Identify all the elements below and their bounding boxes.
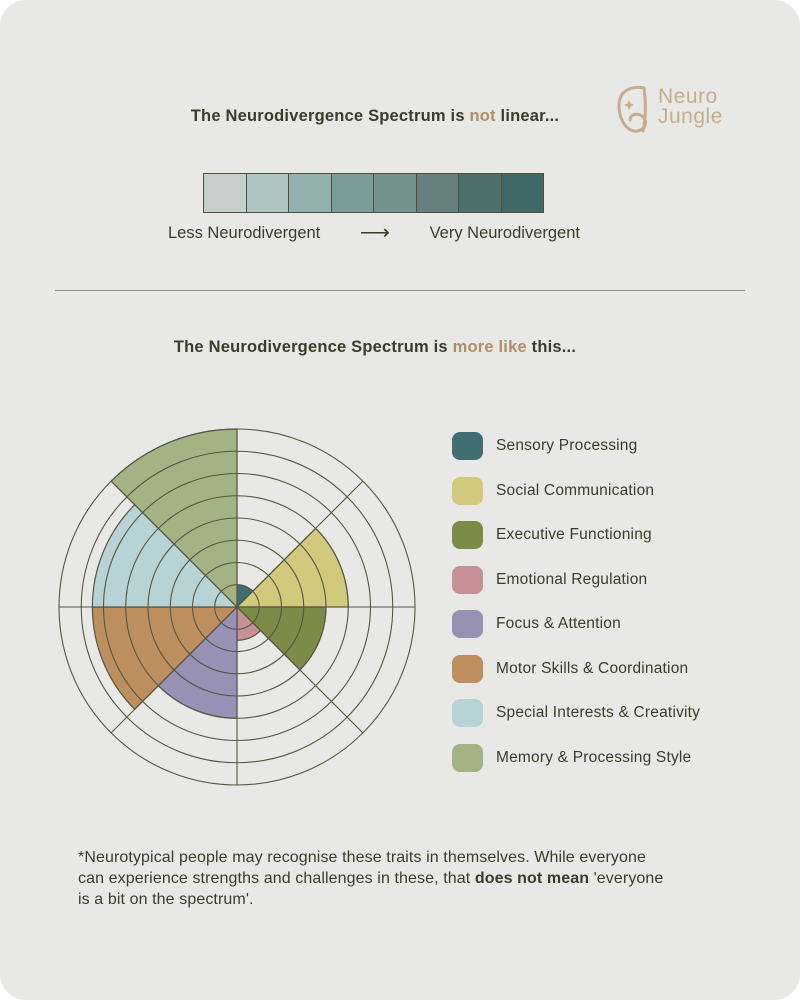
title-text: linear... — [495, 107, 560, 125]
gecko-sparkle-glyph — [624, 100, 634, 110]
legend-color-swatch — [452, 565, 483, 594]
legend-color-swatch — [452, 476, 483, 505]
footnote-line-1: *Neurotypical people may recognise these… — [78, 849, 646, 866]
neurodivergence-polar-chart — [58, 428, 416, 786]
legend-item-executive-functioning: Executive Functioning — [452, 521, 700, 549]
spectrum-bar-labels: Less Neurodivergent ⟶ Very Neurodivergen… — [168, 220, 580, 244]
legend-color-swatch — [452, 521, 483, 549]
chart-sector-social-communication — [235, 527, 349, 608]
logo-word-neuro: Neuro — [658, 85, 718, 108]
legend-label: Sensory Processing — [496, 437, 638, 454]
spectrum-bar-segment-1 — [204, 174, 246, 212]
spectrum-bar-segment-4 — [330, 174, 373, 212]
linear-section-title: The Neurodivergence Spectrum is not line… — [0, 107, 750, 126]
legend-color-swatch — [452, 432, 483, 460]
spectrum-bar-segment-8 — [500, 174, 543, 212]
legend-item-sensory-processing: Sensory Processing — [452, 432, 700, 460]
legend-label: Executive Functioning — [496, 526, 652, 543]
footnote-line-2: can experience strengths and challenges … — [78, 870, 664, 887]
legend-color-swatch — [452, 699, 483, 727]
legend-color-swatch — [452, 743, 483, 772]
footnote: *Neurotypical people may recognise these… — [78, 847, 663, 910]
legend-color-swatch — [452, 610, 483, 638]
footnote-bold-phrase: does not mean — [474, 870, 590, 887]
legend-item-social-communication: Social Communication — [452, 476, 700, 505]
chart-sector-executive-functioning — [235, 606, 327, 671]
legend-item-special-interests-creativity: Special Interests & Creativity — [452, 699, 700, 727]
logo-word-jungle: Jungle — [658, 105, 723, 128]
spectrum-bar-segment-2 — [245, 174, 288, 212]
neuro-jungle-logo: Neuro Jungle — [615, 84, 723, 136]
neuro-jungle-logo-icon — [617, 85, 647, 133]
logo-wordmark: Neuro Jungle — [658, 85, 723, 128]
right-arrow-icon: ⟶ — [359, 220, 390, 244]
legend-label: Special Interests & Creativity — [496, 704, 701, 721]
grid-spoke-135deg — [110, 480, 364, 734]
very-neurodivergent-label: Very Neurodivergent — [429, 224, 580, 242]
spectrum-bar-segment-5 — [373, 174, 416, 212]
spectrum-bar-segment-6 — [415, 174, 458, 212]
less-neurodivergent-label: Less Neurodivergent — [168, 224, 321, 242]
spectrum-bar-segment-7 — [458, 174, 501, 212]
legend-color-swatch — [452, 654, 483, 683]
legend-item-emotional-regulation: Emotional Regulation — [452, 565, 700, 594]
section-divider-line — [55, 290, 745, 291]
radial-section-title: The Neurodivergence Spectrum is more lik… — [0, 338, 750, 357]
legend-label: Emotional Regulation — [496, 570, 648, 588]
title-text: this... — [526, 338, 577, 356]
legend-label: Memory & Processing Style — [496, 748, 692, 766]
title-text: The Neurodivergence Spectrum is — [173, 338, 453, 356]
legend-label: Focus & Attention — [496, 615, 621, 632]
title-accent-word: not — [469, 107, 496, 125]
spectrum-bar-segment-3 — [288, 174, 331, 212]
linear-spectrum-gradient-bar — [203, 173, 544, 213]
title-accent-words: more like — [452, 338, 527, 356]
legend-label: Motor Skills & Coordination — [496, 659, 689, 677]
legend-item-memory-processing-style: Memory & Processing Style — [452, 743, 700, 772]
chart-legend: Sensory Processing Social Communication Ex… — [452, 432, 700, 788]
title-text: The Neurodivergence Spectrum is — [190, 107, 470, 125]
legend-item-motor-skills-coordination: Motor Skills & Coordination — [452, 654, 700, 683]
footnote-line-3: is a bit on the spectrum'. — [78, 891, 254, 908]
legend-item-focus-attention: Focus & Attention — [452, 610, 700, 638]
legend-label: Social Communication — [496, 481, 655, 499]
